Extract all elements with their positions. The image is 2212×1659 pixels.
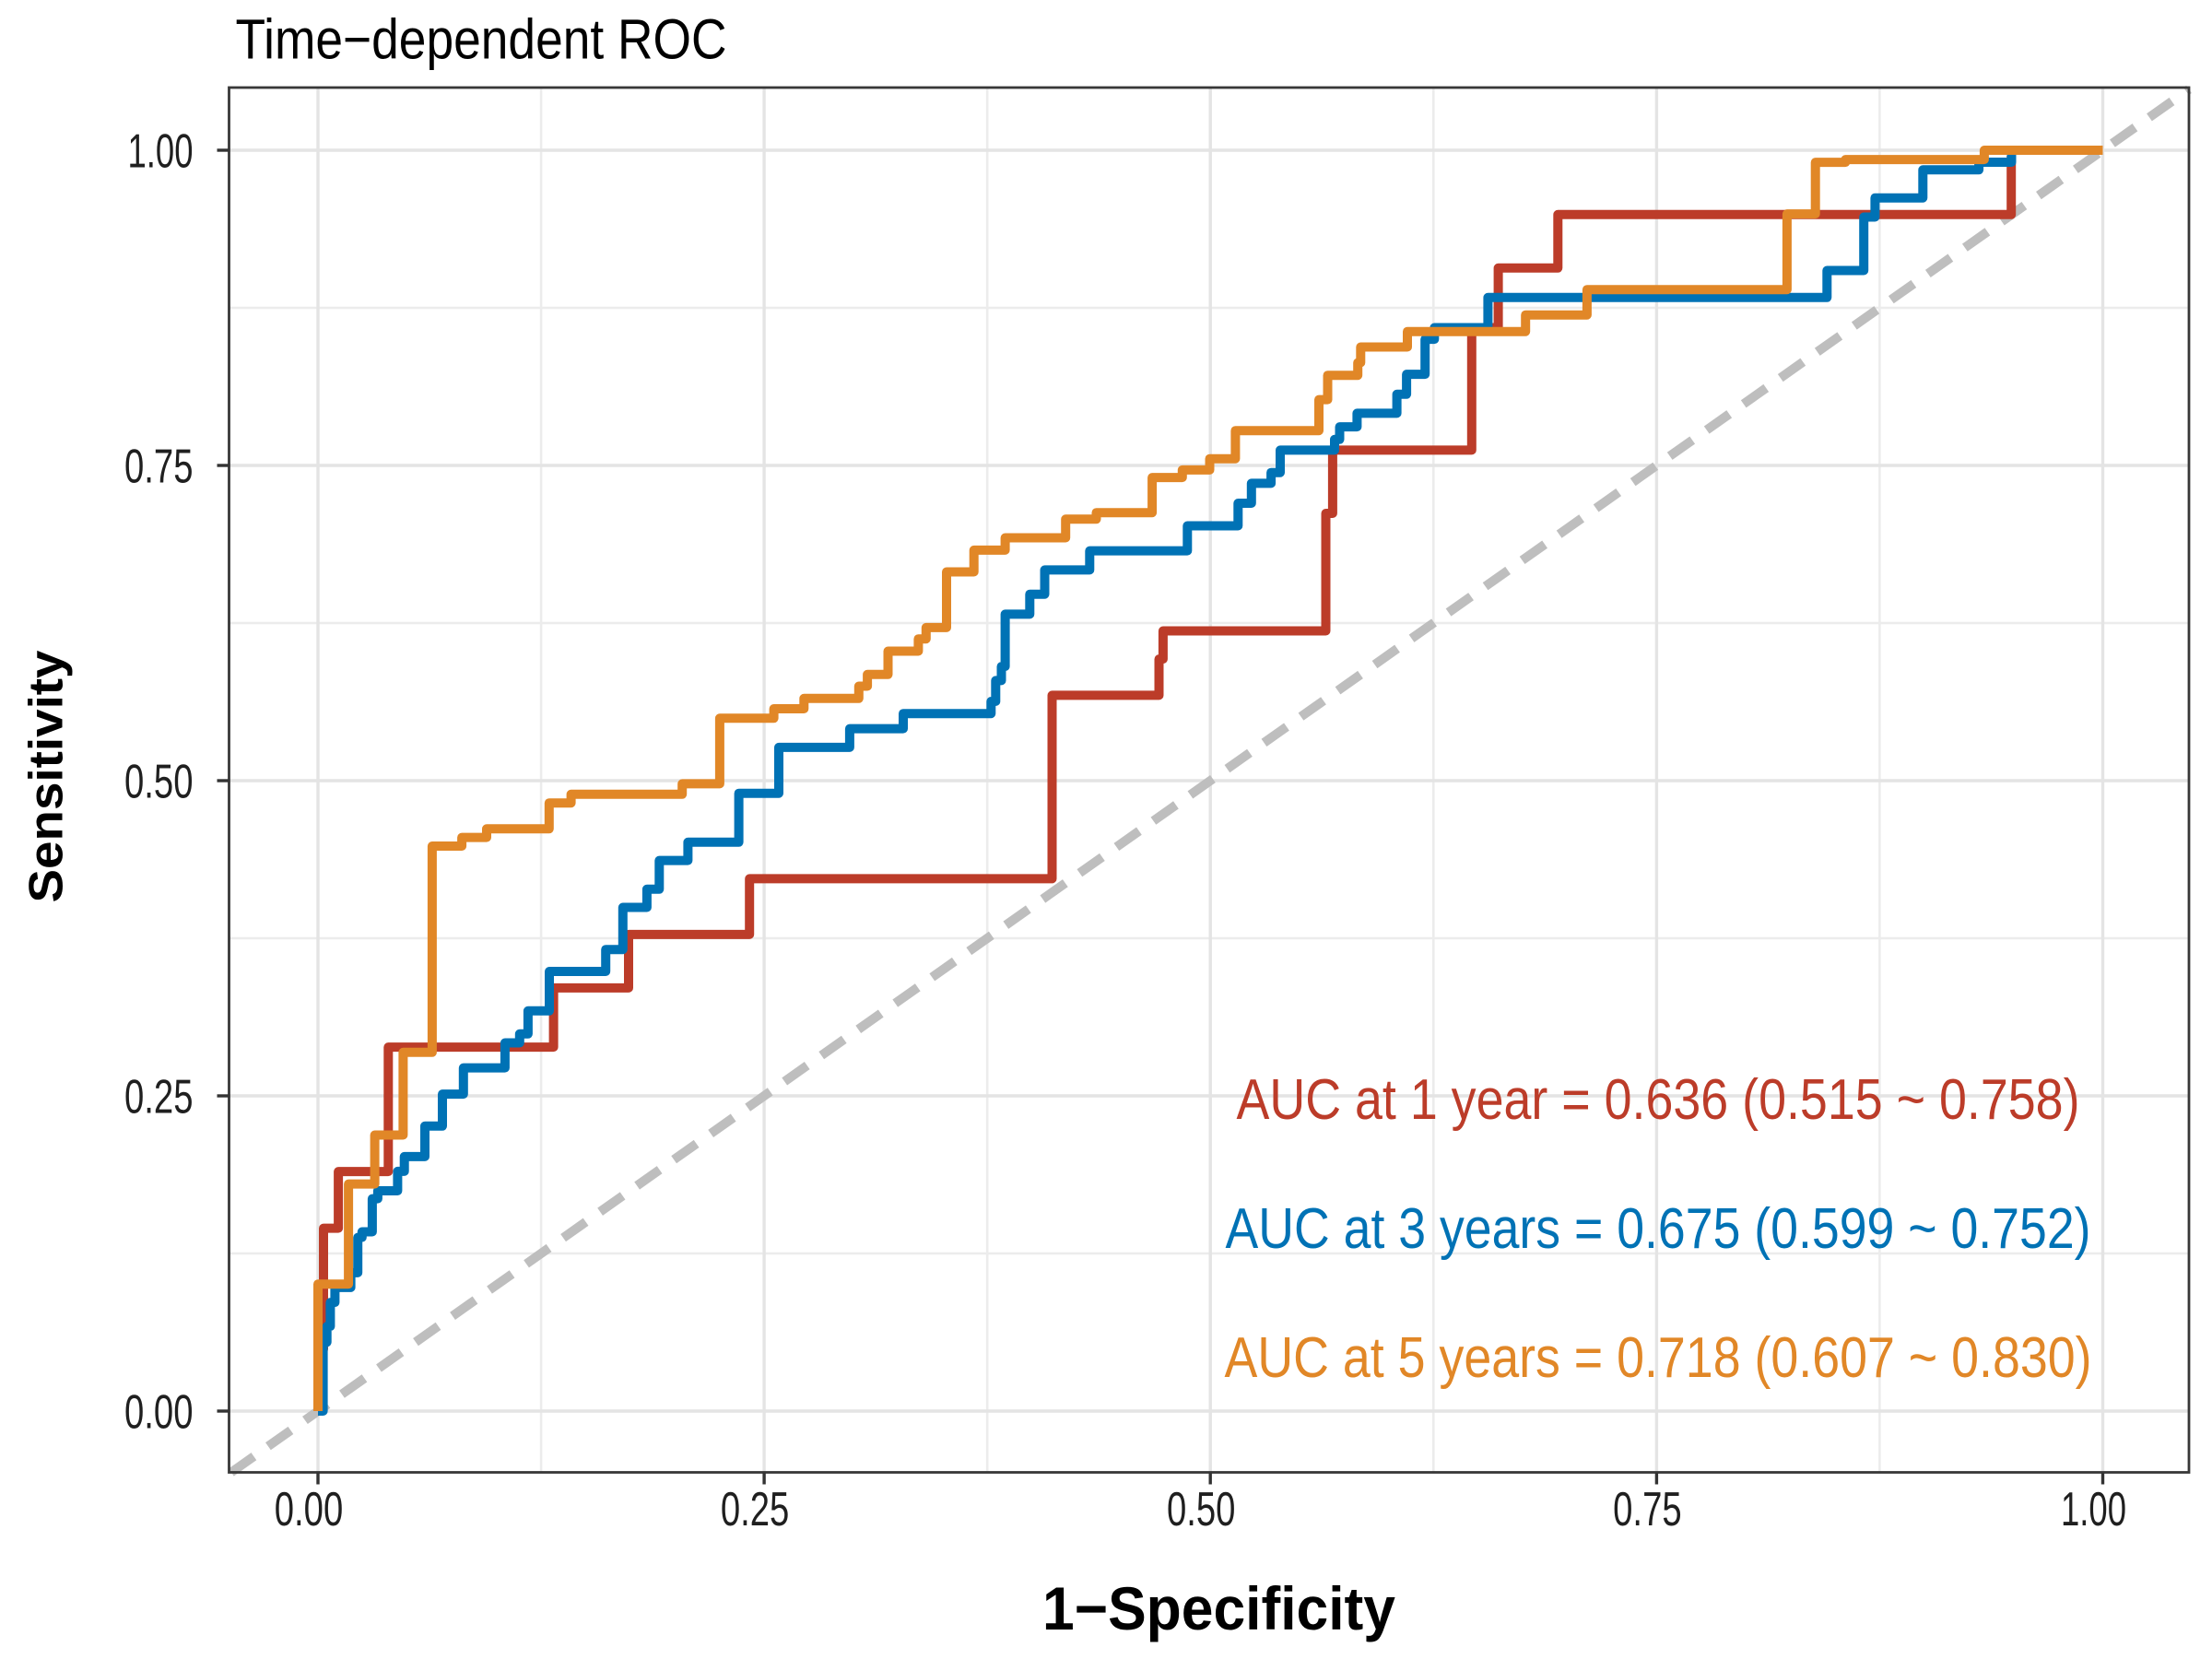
svg-text:0.25: 0.25 [124,1070,194,1124]
svg-text:AUC at 1 year = 0.636 (0.515 ~: AUC at 1 year = 0.636 (0.515 ~ 0.758) [1237,1068,2080,1132]
svg-text:1.00: 1.00 [2061,1482,2126,1535]
svg-text:1−Specificity: 1−Specificity [1042,1574,1395,1642]
svg-text:0.75: 0.75 [124,440,194,493]
svg-text:0.25: 0.25 [721,1482,790,1535]
svg-text:Time−dependent ROC: Time−dependent ROC [236,8,727,71]
svg-text:0.00: 0.00 [124,1385,194,1439]
svg-text:AUC at 3 years = 0.675 (0.599: AUC at 3 years = 0.675 (0.599 ~ 0.752) [1226,1197,2091,1261]
svg-text:0.50: 0.50 [124,755,194,808]
svg-text:0.75: 0.75 [1613,1482,1682,1535]
svg-text:0.00: 0.00 [275,1482,344,1535]
svg-text:AUC at 5 years = 0.718 (0.607: AUC at 5 years = 0.718 (0.607 ~ 0.830) [1225,1326,2092,1390]
svg-text:0.50: 0.50 [1167,1482,1236,1535]
svg-text:Sensitivity: Sensitivity [20,650,74,902]
svg-text:1.00: 1.00 [128,124,194,178]
